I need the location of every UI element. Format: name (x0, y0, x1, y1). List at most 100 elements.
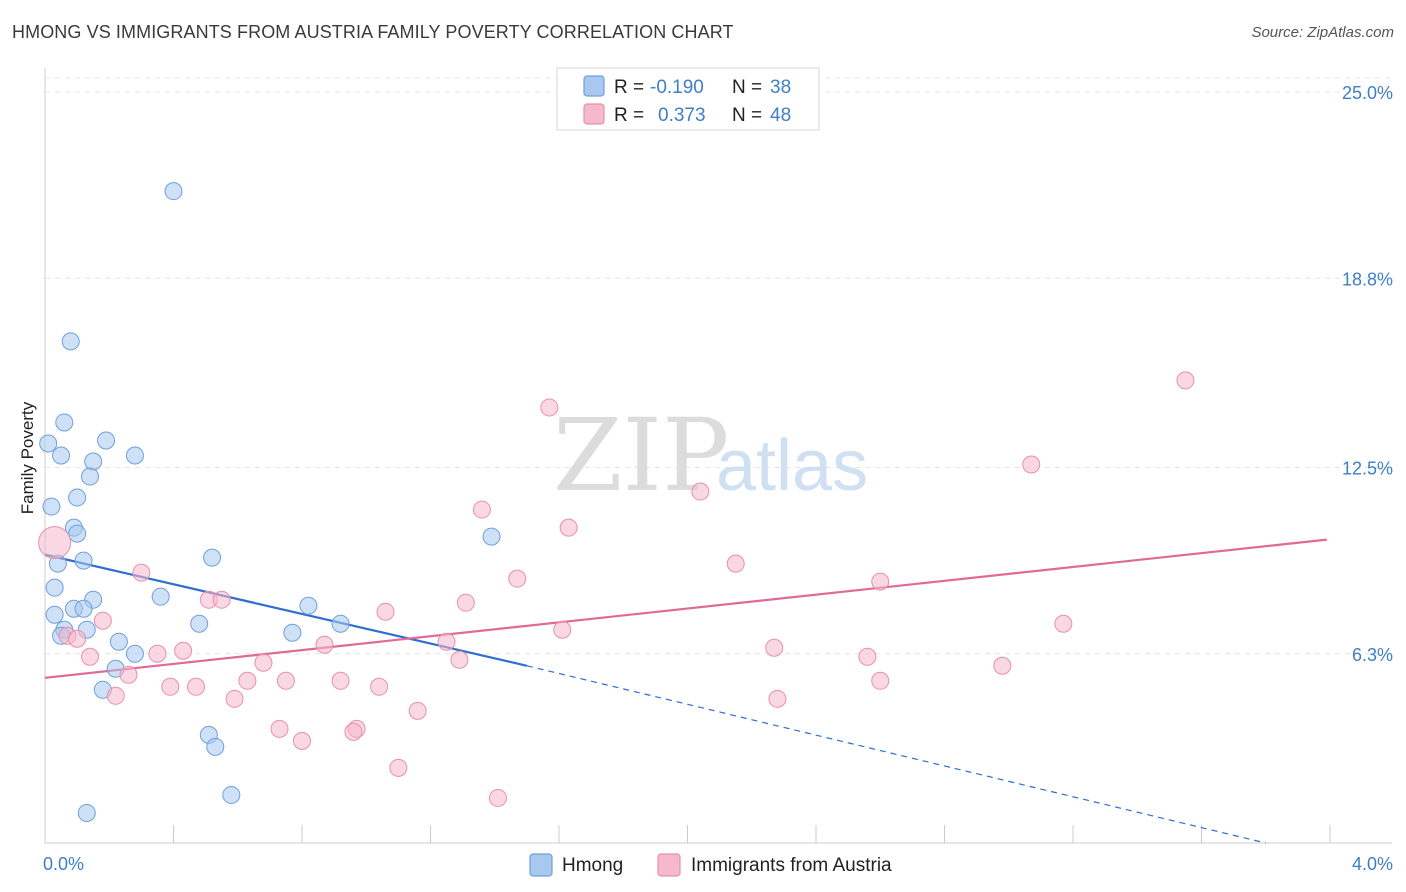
hmong-point (206, 737, 225, 756)
austria-point (389, 758, 408, 777)
austria-point (93, 611, 112, 630)
hmong-point (125, 446, 144, 465)
austria-point (768, 689, 787, 708)
hmong-point (283, 623, 302, 642)
austria-point (161, 677, 180, 696)
austria-point (270, 719, 289, 738)
bottom-legend-swatch-hmong (529, 853, 553, 877)
hmong-point (331, 614, 350, 633)
austria-point (212, 590, 231, 609)
y-tick-label: 6.3% (1352, 645, 1393, 665)
source-credit: Source: ZipAtlas.com (1251, 24, 1394, 41)
legend-top: R = -0.190 N = 38 R = 0.373 N = 48 (556, 67, 820, 131)
hmong-point (482, 527, 501, 546)
gridlines (45, 77, 1392, 655)
austria-point (132, 563, 151, 582)
austria-point (68, 629, 87, 648)
austria-point (106, 686, 125, 705)
austria-point (993, 656, 1012, 675)
bottom-legend-swatch-austria (657, 853, 681, 877)
austria-point (871, 572, 890, 591)
hmong-point (68, 488, 87, 507)
hmong-point (68, 524, 87, 543)
legend-r-value-austria: 0.373 (658, 105, 706, 126)
austria-point (370, 677, 389, 696)
legend-n-value-hmong: 38 (770, 77, 791, 98)
austria-point (376, 602, 395, 621)
hmong-point (39, 434, 58, 453)
austria-point (437, 632, 456, 651)
austria-point (80, 647, 99, 666)
legend-n-label: N = (732, 105, 762, 126)
hmong-point (84, 452, 103, 471)
austria-point (488, 788, 507, 807)
hmong-point (52, 446, 71, 465)
watermark-atlas: atlas (716, 426, 868, 506)
hmong-point (74, 551, 93, 570)
hmong-point (55, 413, 74, 432)
hmong-point (151, 587, 170, 606)
austria-point (238, 671, 257, 690)
axes (44, 68, 1392, 844)
austria-point (553, 620, 572, 639)
hmong-point (203, 548, 222, 567)
austria-point (691, 482, 710, 501)
austria-point (508, 569, 527, 588)
bottom-legend-austria: Immigrants from Austria (691, 855, 892, 876)
austria-point (726, 554, 745, 573)
austria-point (472, 500, 491, 519)
legend-n-value-austria: 48 (770, 105, 791, 126)
austria-point (456, 593, 475, 612)
austria-point (871, 671, 890, 690)
x-tick-label-min: 0.0% (43, 854, 84, 874)
legend-swatch-hmong (583, 75, 605, 97)
hmong-point (97, 431, 116, 450)
hmong-point (42, 497, 61, 516)
austria-point (254, 653, 273, 672)
austria-point (408, 701, 427, 720)
austria-point (276, 671, 295, 690)
legend-r-label: R = (614, 105, 644, 126)
austria-point (225, 689, 244, 708)
austria-point (1054, 614, 1073, 633)
austria-point (331, 671, 350, 690)
data-points (38, 182, 1195, 822)
hmong-point (109, 632, 128, 651)
y-tick-label: 18.8% (1342, 269, 1393, 289)
austria-point (38, 526, 72, 560)
austria-point (344, 722, 363, 741)
trend-line-extension-0 (526, 665, 1266, 844)
hmong-point (299, 596, 318, 615)
y-axis-title: Family Poverty (18, 401, 37, 514)
austria-point (450, 650, 469, 669)
austria-point (765, 638, 784, 657)
hmong-point (222, 785, 241, 804)
legend-r-label: R = (614, 77, 644, 98)
legend-bottom: Hmong Immigrants from Austria (529, 853, 892, 877)
y-tick-labels: 6.3% 12.5% 18.8% 25.0% (1342, 83, 1393, 665)
austria-point (293, 731, 311, 750)
hmong-point (61, 332, 80, 351)
austria-point (858, 647, 877, 666)
hmong-point (74, 599, 93, 618)
hmong-point (77, 803, 96, 822)
legend-swatch-austria (583, 103, 605, 125)
hmong-point (80, 467, 99, 486)
hmong-point (164, 182, 183, 201)
hmong-point (45, 605, 64, 624)
austria-point (540, 398, 559, 417)
hmong-point (45, 578, 64, 597)
legend-n-label: N = (732, 77, 762, 98)
bottom-legend-hmong: Hmong (562, 855, 623, 876)
x-tick-label-max: 4.0% (1352, 854, 1393, 874)
y-tick-label: 12.5% (1342, 459, 1393, 479)
austria-point (1176, 371, 1195, 390)
y-tick-label: 25.0% (1342, 83, 1393, 103)
austria-point (148, 644, 167, 663)
legend-r-value-hmong: -0.190 (650, 77, 704, 98)
hmong-point (125, 644, 144, 663)
austria-point (119, 665, 138, 684)
austria-point (1022, 455, 1041, 474)
austria-point (186, 677, 205, 696)
